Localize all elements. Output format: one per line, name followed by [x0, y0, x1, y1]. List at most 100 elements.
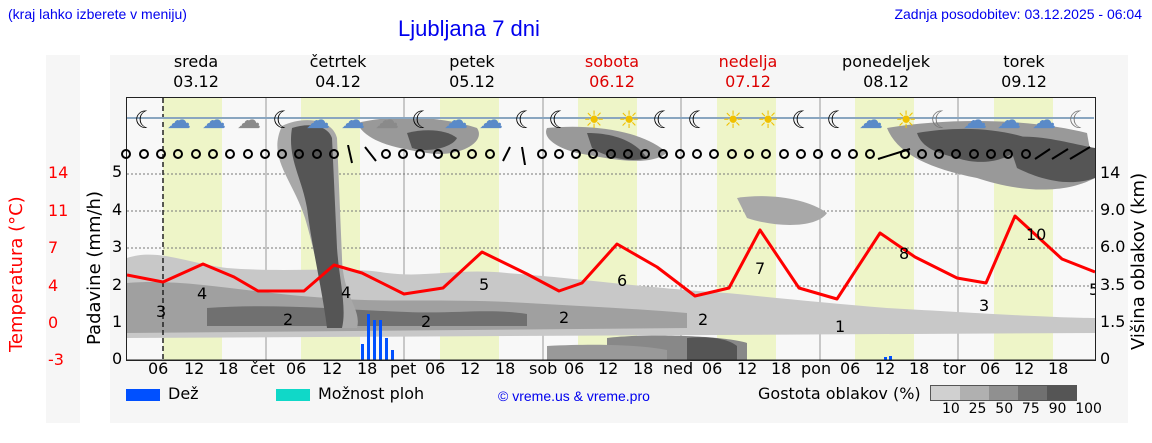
- page-title: Ljubljana 7 dni: [398, 16, 540, 41]
- cloud-drizzle-icon: ☁: [341, 106, 365, 134]
- temp-tick: 7: [48, 238, 59, 257]
- x-tick: pet: [390, 359, 417, 378]
- x-tick: 12: [598, 359, 619, 378]
- svg-text:2: 2: [559, 308, 569, 327]
- cloud-height-axis-label: Višina oblakov (km): [1128, 172, 1149, 350]
- svg-text:2: 2: [698, 310, 708, 329]
- cloud-icon: ☁: [479, 106, 503, 134]
- x-tick: 06: [702, 359, 723, 378]
- cloud-icon: ☁: [167, 106, 191, 134]
- x-tick: 18: [495, 359, 516, 378]
- svg-text:2: 2: [283, 310, 293, 329]
- svg-text:10: 10: [1026, 225, 1046, 244]
- cloud-density-scale: [930, 385, 1077, 401]
- x-tick: 18: [771, 359, 792, 378]
- precip-tick: 4: [112, 200, 123, 219]
- copyright-link[interactable]: © vreme.us & vreme.pro: [498, 388, 650, 404]
- temperature-labels: 3 4 2 4 2 5 2 6 2 7 1 8 3 10 5: [156, 225, 1099, 336]
- cloud-icon: ☁: [202, 106, 226, 134]
- moon-cloud-icon: ☾: [930, 106, 952, 134]
- wind-barb-icons: [347, 144, 1091, 166]
- sun-fog-icon: ☀: [722, 106, 744, 134]
- temp-tick: 14: [48, 163, 69, 182]
- x-tick: 12: [1014, 359, 1035, 378]
- svg-text:6: 6: [617, 271, 627, 290]
- x-tick: 18: [1048, 359, 1069, 378]
- day-header: sreda 03.12: [173, 52, 219, 91]
- moon-fog-icon: ☾: [514, 106, 536, 134]
- x-tick: ned: [663, 359, 694, 378]
- x-tick: 12: [322, 359, 343, 378]
- cloud-density-ticks: 10 25 50 75 90 100: [942, 401, 1102, 417]
- precip-tick: 3: [112, 237, 123, 256]
- x-tick: 12: [184, 359, 205, 378]
- x-tick: 06: [425, 359, 446, 378]
- legend-rain-swatch: [126, 389, 160, 401]
- precip-tick: 5: [112, 162, 123, 181]
- cloud-drizzle-icon: ☁: [375, 106, 399, 134]
- moon-fog-icon: ☾: [826, 106, 848, 134]
- cloud-icon: ☁: [1032, 106, 1056, 134]
- cloud-icon: ☁: [963, 106, 987, 134]
- moon-fog-icon: ☾: [134, 106, 156, 134]
- day-header: petek 05.12: [449, 52, 495, 91]
- forecast-svg: 3 4 2 4 2 5 2 6 2 7 1 8 3 10 5: [126, 98, 1099, 361]
- x-tick: 06: [840, 359, 861, 378]
- cloud-height-tick: 9.0: [1100, 200, 1126, 219]
- moon-fog-icon: ☾: [687, 106, 709, 134]
- x-tick: tor: [943, 359, 966, 378]
- location-hint: (kraj lahko izberete v meniju): [8, 6, 187, 22]
- x-tick: 18: [357, 359, 378, 378]
- x-tick: 06: [148, 359, 169, 378]
- x-tick: sob: [529, 359, 558, 378]
- cloud-icon: ☁: [997, 106, 1021, 134]
- precip-tick: 2: [112, 275, 123, 294]
- moon-fog-icon: ☾: [411, 106, 433, 134]
- precip-axis-label: Padavine (mm/h): [84, 191, 105, 345]
- moon-fog-icon: ☾: [791, 106, 813, 134]
- day-header: četrtek 04.12: [309, 52, 367, 91]
- weather-icons-row: ☾ ☁ ☁ ☁ ☾ ☁ ☁ ☁ ☾ ☁ ☁ ☾ ☾ ☀ ☀ ☾ ☾ ☀ ☀ ☾ …: [127, 100, 1094, 140]
- x-tick: 18: [218, 359, 239, 378]
- last-updated: Zadnja posodobitev: 03.12.2025 - 06:04: [894, 6, 1142, 22]
- cloud-height-tick: 1.5: [1100, 312, 1126, 331]
- cloud-height-tick: 14: [1100, 163, 1121, 182]
- day-header-weekend: sobota 06.12: [584, 52, 640, 91]
- temperature-axis-label: Temperatura (°C): [6, 196, 27, 352]
- x-tick: 12: [460, 359, 481, 378]
- cloud-height-tick: 0: [1100, 349, 1111, 368]
- day-header: torek 09.12: [1001, 52, 1047, 91]
- sun-fog-icon: ☀: [757, 106, 779, 134]
- x-tick: 18: [633, 359, 654, 378]
- temp-tick: 11: [48, 201, 69, 220]
- x-tick: 06: [564, 359, 585, 378]
- temp-tick: 4: [48, 276, 59, 295]
- temperature-line: [126, 214, 1096, 301]
- sun-fog-icon: ☀: [583, 106, 605, 134]
- sun-fog-icon: ☀: [618, 106, 640, 134]
- cloud-density-label: Gostota oblakov (%): [758, 384, 921, 403]
- rain-bars: [361, 314, 892, 360]
- x-tick: 18: [909, 359, 930, 378]
- cloud-icon: ☁: [306, 106, 330, 134]
- day-header-weekend: nedelja 07.12: [718, 52, 778, 91]
- svg-text:5: 5: [479, 275, 489, 294]
- x-tick: čet: [250, 359, 275, 378]
- x-tick: 12: [737, 359, 758, 378]
- moon-fog-icon: ☾: [548, 106, 570, 134]
- forecast-plot: 3 4 2 4 2 5 2 6 2 7 1 8 3 10 5: [126, 97, 1099, 361]
- svg-text:8: 8: [899, 244, 909, 263]
- x-axis-labels: 06 12 18 čet 06 12 18 pet 06 12 18 sob 0…: [126, 359, 1094, 381]
- moon-cloud-icon: ☾: [1068, 106, 1090, 134]
- svg-text:3: 3: [979, 296, 989, 315]
- sun-cloud-drizzle-icon: ☀: [895, 106, 917, 134]
- svg-text:4: 4: [341, 283, 351, 302]
- svg-text:3: 3: [156, 302, 166, 321]
- moon-fog-icon: ☾: [272, 106, 294, 134]
- svg-text:1: 1: [835, 317, 845, 336]
- svg-text:5: 5: [1089, 280, 1095, 299]
- svg-text:4: 4: [197, 284, 207, 303]
- day-header: ponedeljek 08.12: [842, 52, 930, 91]
- x-tick: 06: [980, 359, 1001, 378]
- moon-fog-icon: ☾: [652, 106, 674, 134]
